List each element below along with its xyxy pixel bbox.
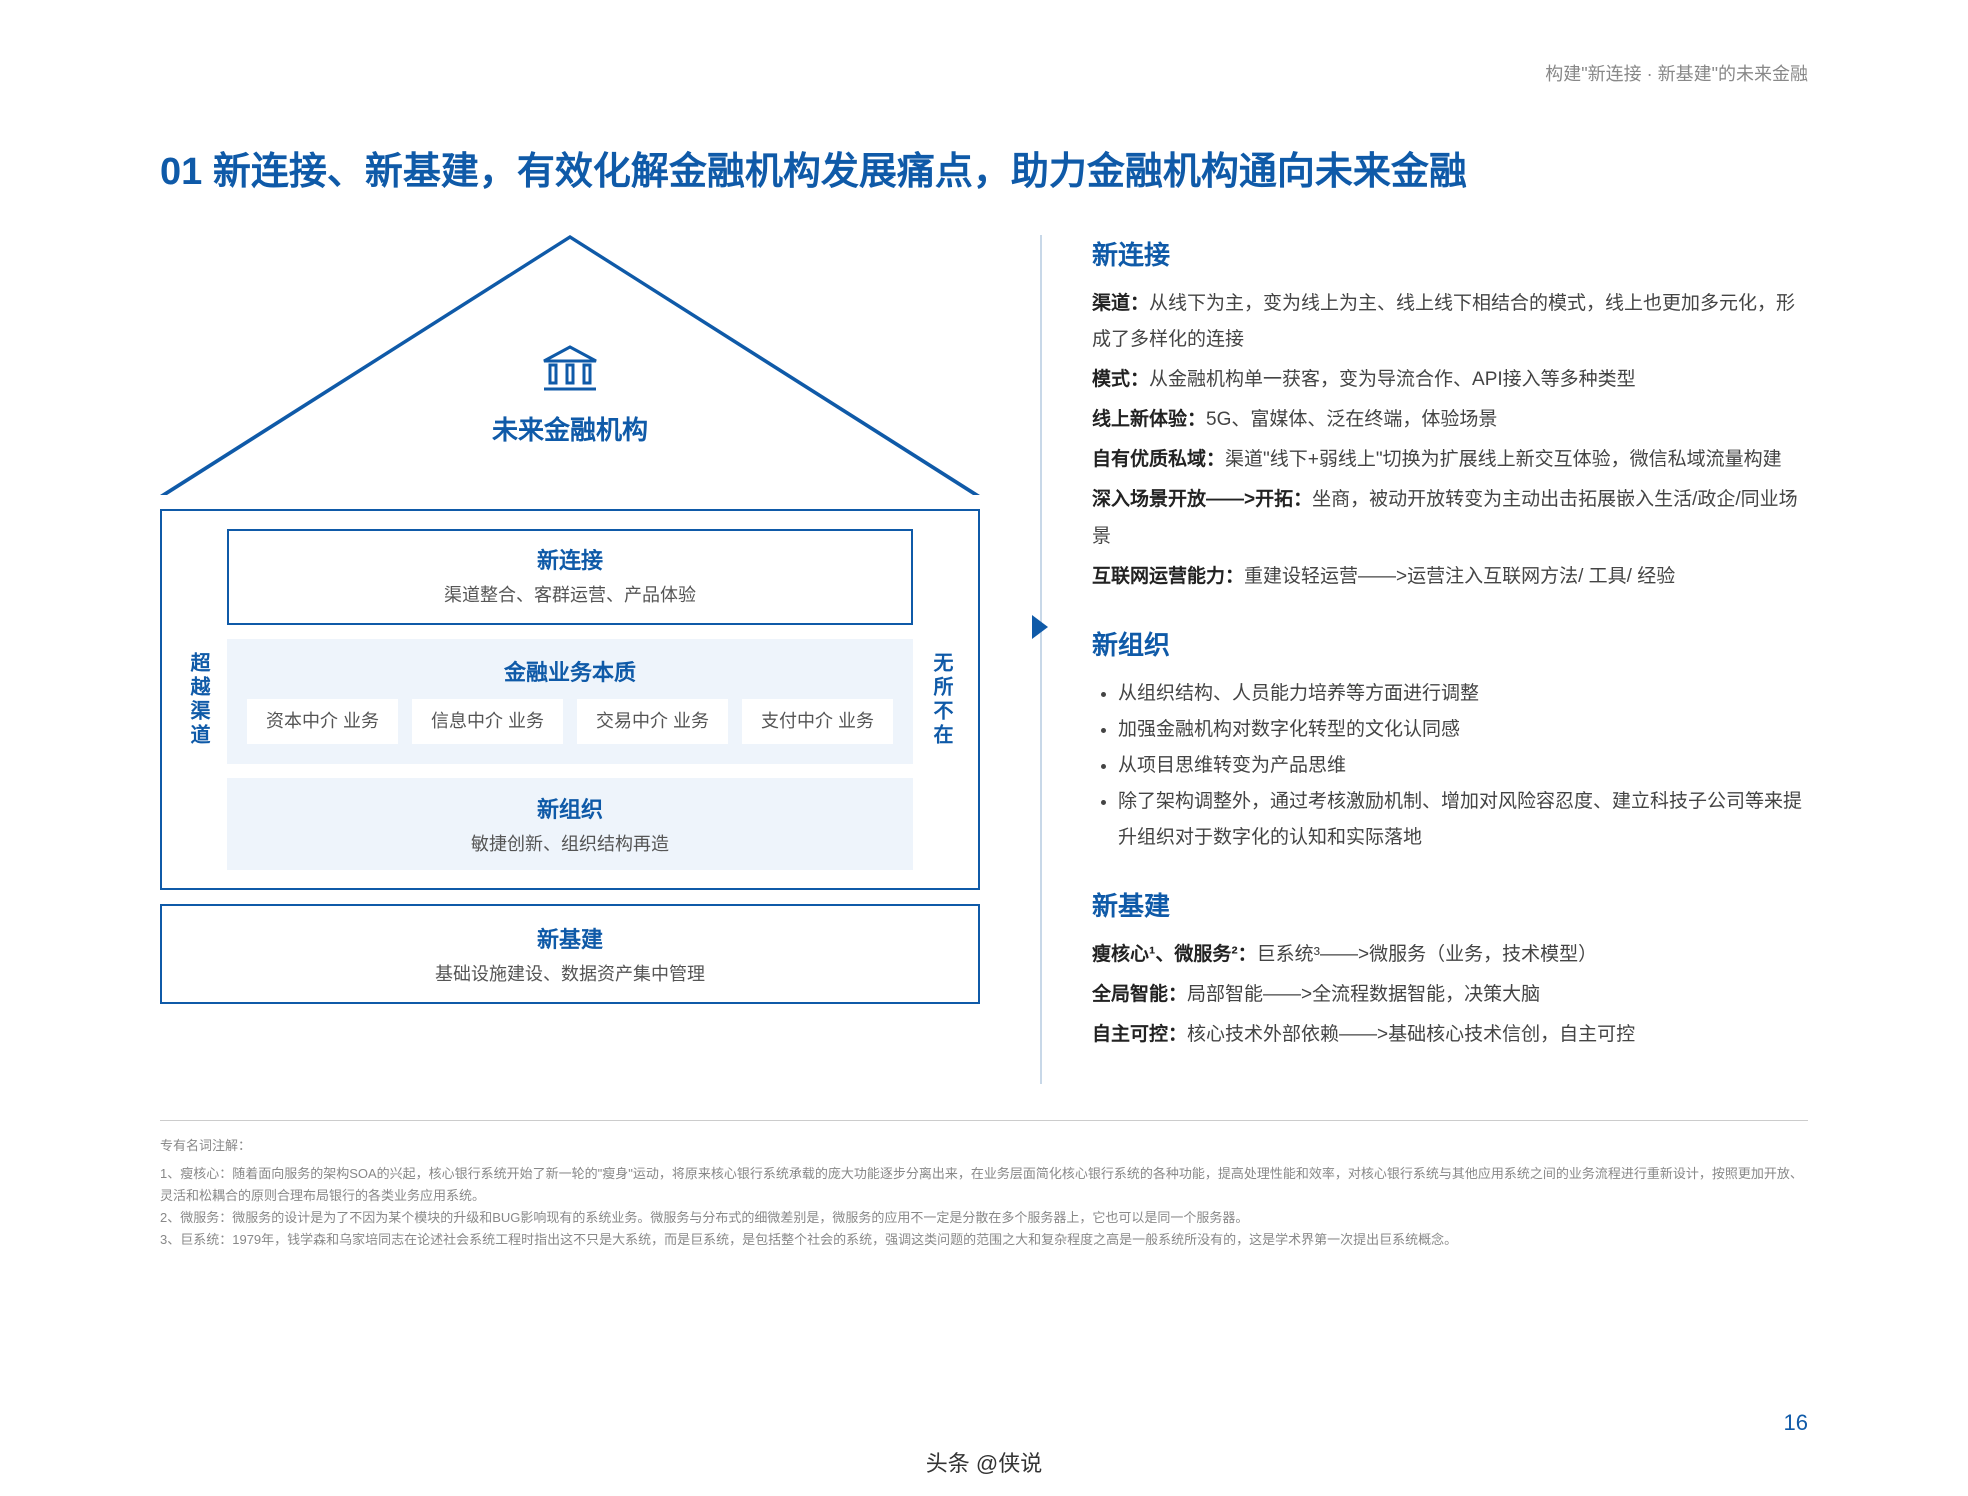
text-line: 自主可控：核心技术外部依赖——>基础核心技术信创，自主可控 bbox=[1092, 1017, 1808, 1053]
section-head: 新组织 bbox=[1092, 625, 1808, 662]
essence-title: 金融业务本质 bbox=[247, 655, 893, 687]
arrow-icon bbox=[1032, 615, 1048, 639]
text-line: 模式：从金融机构单一获客，变为导流合作、API接入等多种类型 bbox=[1092, 362, 1808, 398]
essence-box: 金融业务本质 资本中介 业务 信息中介 业务 交易中介 业务 支付中介 业务 bbox=[227, 639, 913, 764]
house-diagram: 未来金融机构 超越渠道 新连接 渠道整合、客群运营、产品体验 金融业务本质 资本… bbox=[160, 235, 980, 1004]
house-body: 超越渠道 新连接 渠道整合、客群运营、产品体验 金融业务本质 资本中介 业务 信… bbox=[160, 509, 980, 890]
text-line: 线上新体验：5G、富媒体、泛在终端，体验场景 bbox=[1092, 402, 1808, 438]
section-head: 新基建 bbox=[1092, 886, 1808, 923]
page-title: 01 新连接、新基建，有效化解金融机构发展痛点，助力金融机构通向未来金融 bbox=[160, 140, 1808, 195]
text-line: 深入场景开放——>开拓：坐商，被动开放转变为主动出击拓展嵌入生活/政企/同业场景 bbox=[1092, 482, 1808, 554]
footnotes: 专有名词注解： 1、瘦核心：随着面向服务的架构SOA的兴起，核心银行系统开始了新… bbox=[160, 1120, 1808, 1251]
connect-sub: 渠道整合、客群运营、产品体验 bbox=[245, 581, 895, 607]
text-line: 瘦核心¹、微服务²：巨系统³——>微服务（业务，技术模型） bbox=[1092, 937, 1808, 973]
base-box: 新基建 基础设施建设、数据资产集中管理 bbox=[160, 904, 980, 1004]
list-item: 加强金融机构对数字化转型的文化认同感 bbox=[1118, 712, 1808, 748]
text-line: 全局智能：局部智能——>全流程数据智能，决策大脑 bbox=[1092, 977, 1808, 1013]
header-caption: 构建"新连接 · 新基建"的未来金融 bbox=[1545, 60, 1808, 86]
section-connect: 新连接 渠道：从线下为主，变为线上为主、线上线下相结合的模式，线上也更加多元化，… bbox=[1092, 235, 1808, 595]
org-list: 从组织结构、人员能力培养等方面进行调整 加强金融机构对数字化转型的文化认同感 从… bbox=[1092, 676, 1808, 856]
essence-row: 资本中介 业务 信息中介 业务 交易中介 业务 支付中介 业务 bbox=[247, 699, 893, 744]
text-line: 渠道：从线下为主，变为线上为主、线上线下相结合的模式，线上也更加多元化，形成了多… bbox=[1092, 286, 1808, 358]
footnote-item: 2、微服务：微服务的设计是为了不因为某个模块的升级和BUG影响现有的系统业务。微… bbox=[160, 1207, 1808, 1229]
essence-cell: 资本中介 业务 bbox=[247, 699, 398, 744]
essence-cell: 支付中介 业务 bbox=[742, 699, 893, 744]
list-item: 除了架构调整外，通过考核激励机制、增加对风险容忍度、建立科技子公司等来提升组织对… bbox=[1118, 784, 1808, 856]
content-row: 未来金融机构 超越渠道 新连接 渠道整合、客群运营、产品体验 金融业务本质 资本… bbox=[160, 235, 1808, 1084]
left-vert-label: 超越渠道 bbox=[184, 529, 213, 870]
base-title: 新基建 bbox=[178, 922, 962, 954]
bank-icon bbox=[160, 345, 980, 402]
text-line: 自有优质私域：渠道"线下+弱线上"切换为扩展线上新交互体验，微信私域流量构建 bbox=[1092, 442, 1808, 478]
diagram-column: 未来金融机构 超越渠道 新连接 渠道整合、客群运营、产品体验 金融业务本质 资本… bbox=[160, 235, 980, 1084]
section-head: 新连接 bbox=[1092, 235, 1808, 272]
text-column: 新连接 渠道：从线下为主，变为线上为主、线上线下相结合的模式，线上也更加多元化，… bbox=[1040, 235, 1808, 1084]
org-box: 新组织 敏捷创新、组织结构再造 bbox=[227, 778, 913, 870]
footnote-item: 3、巨系统：1979年，钱学森和乌家培同志在论述社会系统工程时指出这不只是大系统… bbox=[160, 1229, 1808, 1251]
base-sub: 基础设施建设、数据资产集中管理 bbox=[178, 960, 962, 986]
connect-title: 新连接 bbox=[245, 543, 895, 575]
house-center: 新连接 渠道整合、客群运营、产品体验 金融业务本质 资本中介 业务 信息中介 业… bbox=[227, 529, 913, 870]
roof: 未来金融机构 bbox=[160, 235, 980, 495]
footnote-item: 1、瘦核心：随着面向服务的架构SOA的兴起，核心银行系统开始了新一轮的"瘦身"运… bbox=[160, 1163, 1808, 1207]
title-text: 新连接、新基建，有效化解金融机构发展痛点，助力金融机构通向未来金融 bbox=[213, 151, 1467, 193]
org-title: 新组织 bbox=[241, 792, 899, 824]
page-number: 16 bbox=[1784, 1410, 1808, 1436]
section-org: 新组织 从组织结构、人员能力培养等方面进行调整 加强金融机构对数字化转型的文化认… bbox=[1092, 625, 1808, 856]
right-vert-label: 无所不在 bbox=[927, 529, 956, 870]
list-item: 从项目思维转变为产品思维 bbox=[1118, 748, 1808, 784]
roof-content: 未来金融机构 bbox=[160, 345, 980, 447]
text-line: 互联网运营能力：重建设轻运营——>运营注入互联网方法/ 工具/ 经验 bbox=[1092, 559, 1808, 595]
watermark: 头条 @侠说 bbox=[926, 1446, 1042, 1478]
essence-cell: 信息中介 业务 bbox=[412, 699, 563, 744]
roof-label: 未来金融机构 bbox=[160, 410, 980, 447]
section-infra: 新基建 瘦核心¹、微服务²：巨系统³——>微服务（业务，技术模型） 全局智能：局… bbox=[1092, 886, 1808, 1053]
title-prefix: 01 bbox=[160, 151, 202, 193]
connect-box: 新连接 渠道整合、客群运营、产品体验 bbox=[227, 529, 913, 625]
org-sub: 敏捷创新、组织结构再造 bbox=[241, 830, 899, 856]
essence-cell: 交易中介 业务 bbox=[577, 699, 728, 744]
footnote-head: 专有名词注解： bbox=[160, 1135, 1808, 1157]
list-item: 从组织结构、人员能力培养等方面进行调整 bbox=[1118, 676, 1808, 712]
